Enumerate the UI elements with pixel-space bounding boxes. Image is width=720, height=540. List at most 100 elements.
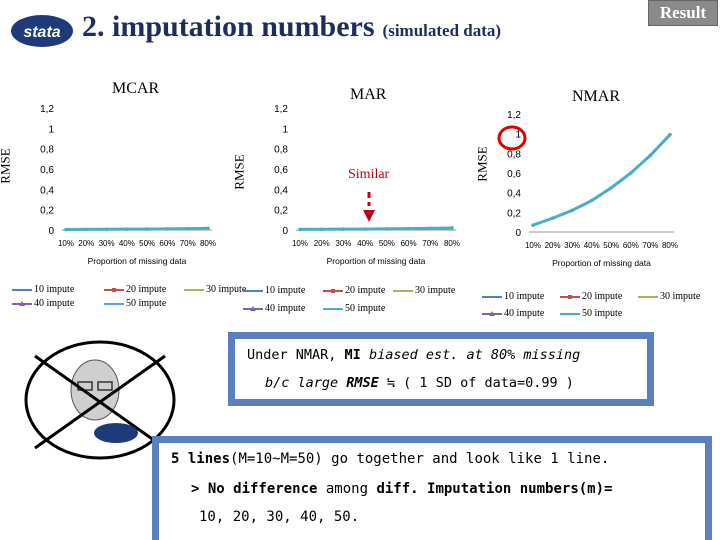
data-point [341,227,346,231]
legend-item-20: 20 impute [104,284,166,295]
x-tick-label: 40% [357,239,373,248]
data-point [104,227,109,232]
y-tick-label: 0 [515,228,521,239]
y-tick-label: 0,4 [507,189,521,200]
data-point [319,227,324,232]
x-tick-label: 70% [422,239,438,248]
data-point [385,227,389,231]
y-tick-label: 1 [48,124,54,135]
x-axis-label: Proportion of missing data [327,256,426,266]
stata-logo: stata [11,15,73,47]
result-badge: Result [648,0,718,26]
legend-item-40: 40 impute [243,303,305,314]
data-point [609,185,614,190]
x-axis-label: Proportion of missing data [552,258,651,268]
x-tick-label: 60% [159,239,175,248]
x-tick-label: 60% [401,239,417,248]
x-tick-label: 80% [444,239,460,248]
y-tick-label: 0,6 [40,165,54,176]
data-point [668,132,672,137]
legend-item-30: 30 impute [393,285,456,296]
data-point [629,171,633,175]
chart-mcar: 0 0,2 0,4 0,6 0,8 1 1,2 10% 20% 30% 40% 50% 60% 70% 80… [40,104,216,266]
x-tick-label: 20% [78,239,94,248]
callout1-line1: Under NMAR, MI biased est. at 80% missin… [247,347,581,363]
highlight-circle-icon [497,125,527,151]
callout2-line2: > No difference among diff. Imputation n… [191,481,613,497]
arrow-down-icon [363,192,375,222]
x-tick-label: 40% [584,241,600,250]
y-tick-label: 1,2 [40,104,54,115]
data-point [406,226,411,231]
similar-annotation: Similar [348,167,390,182]
series-line [532,133,671,227]
panel-label-nmar: NMAR [572,88,621,105]
legend-item-20: 20 impute [560,291,622,302]
data-point [125,227,129,231]
y-tick-label: 0,4 [40,185,54,196]
x-tick-label: 50% [603,241,619,250]
legend-item-40: 40 impute [12,298,74,309]
panel-label-mar: MAR [350,86,387,103]
x-tick-label: 30% [564,241,580,250]
x-tick-label: 10% [58,239,74,248]
y-tick-label: 1,2 [274,104,288,115]
series-line [532,133,671,227]
series-line [532,133,671,227]
page-subtitle: (simulated data) [382,21,502,40]
legend-item-50: 50 impute [560,308,623,319]
x-tick-label: 50% [139,239,155,248]
data-point [589,198,594,203]
ylabel-mar: RMSE [231,154,247,190]
crossed-face-illustration [24,340,176,460]
x-tick-label: 70% [642,241,658,250]
page-title: 2. imputation numbers (simulated data) [82,10,502,43]
y-tick-label: 0,2 [274,206,288,217]
callout1-line2: b/c large RMSE ≒ ( 1 SD of data=0.99 ) [265,375,574,391]
legend-item-20: 20 impute [323,285,385,296]
legend-item-30: 30 impute [638,291,701,302]
x-tick-label: 70% [180,239,196,248]
y-tick-label: 1 [282,124,288,135]
x-tick-label: 20% [314,239,330,248]
x-tick-label: 60% [623,241,639,250]
data-point [185,226,190,231]
data-point [450,226,454,230]
y-tick-label: 0,2 [507,208,521,219]
x-tick-label: 10% [525,241,541,250]
x-tick-label: 30% [99,239,115,248]
legend-item-10: 10 impute [482,291,545,302]
legend-item-10: 10 impute [243,285,306,296]
y-tick-label: 0,4 [274,185,288,196]
data-point [84,227,89,232]
y-tick-label: 1,2 [507,110,521,121]
y-tick-label: 0,6 [507,169,521,180]
x-tick-label: 10% [292,239,308,248]
x-tick-label: 40% [119,239,135,248]
callout-nmar-bias: Under NMAR, MI biased est. at 80% missin… [228,332,654,406]
data-point [570,208,574,213]
x-axis-label: Proportion of missing data [88,256,187,266]
data-point [648,153,653,158]
series-line [299,226,453,231]
y-tick-label: 0,8 [274,145,288,156]
ylabel-mcar: RMSE [0,148,13,184]
x-tick-label: 80% [662,241,678,250]
data-point [64,227,68,232]
series-line [532,133,671,227]
x-tick-label: 50% [379,239,395,248]
data-point [363,227,367,231]
legend-item-50: 50 impute [323,303,386,314]
y-tick-label: 0 [48,226,54,237]
data-point [165,227,170,231]
data-point [531,223,535,227]
y-tick-label: 1 [515,130,521,141]
svg-text:stata: stata [23,24,60,41]
legend-item-30: 30 impute [184,284,247,295]
data-point [145,227,149,231]
legend-item-50: 50 impute [104,298,167,309]
callout-no-difference: 5 lines(M=10~M=50) go together and look … [152,436,712,540]
y-tick-label: 0,8 [507,149,521,160]
chart-mar: 0 0,2 0,4 0,6 0,8 1 1,2 10% 20% 30% 40% 50% 60% 70% 80… [274,104,460,266]
y-tick-label: 0,2 [40,206,54,217]
